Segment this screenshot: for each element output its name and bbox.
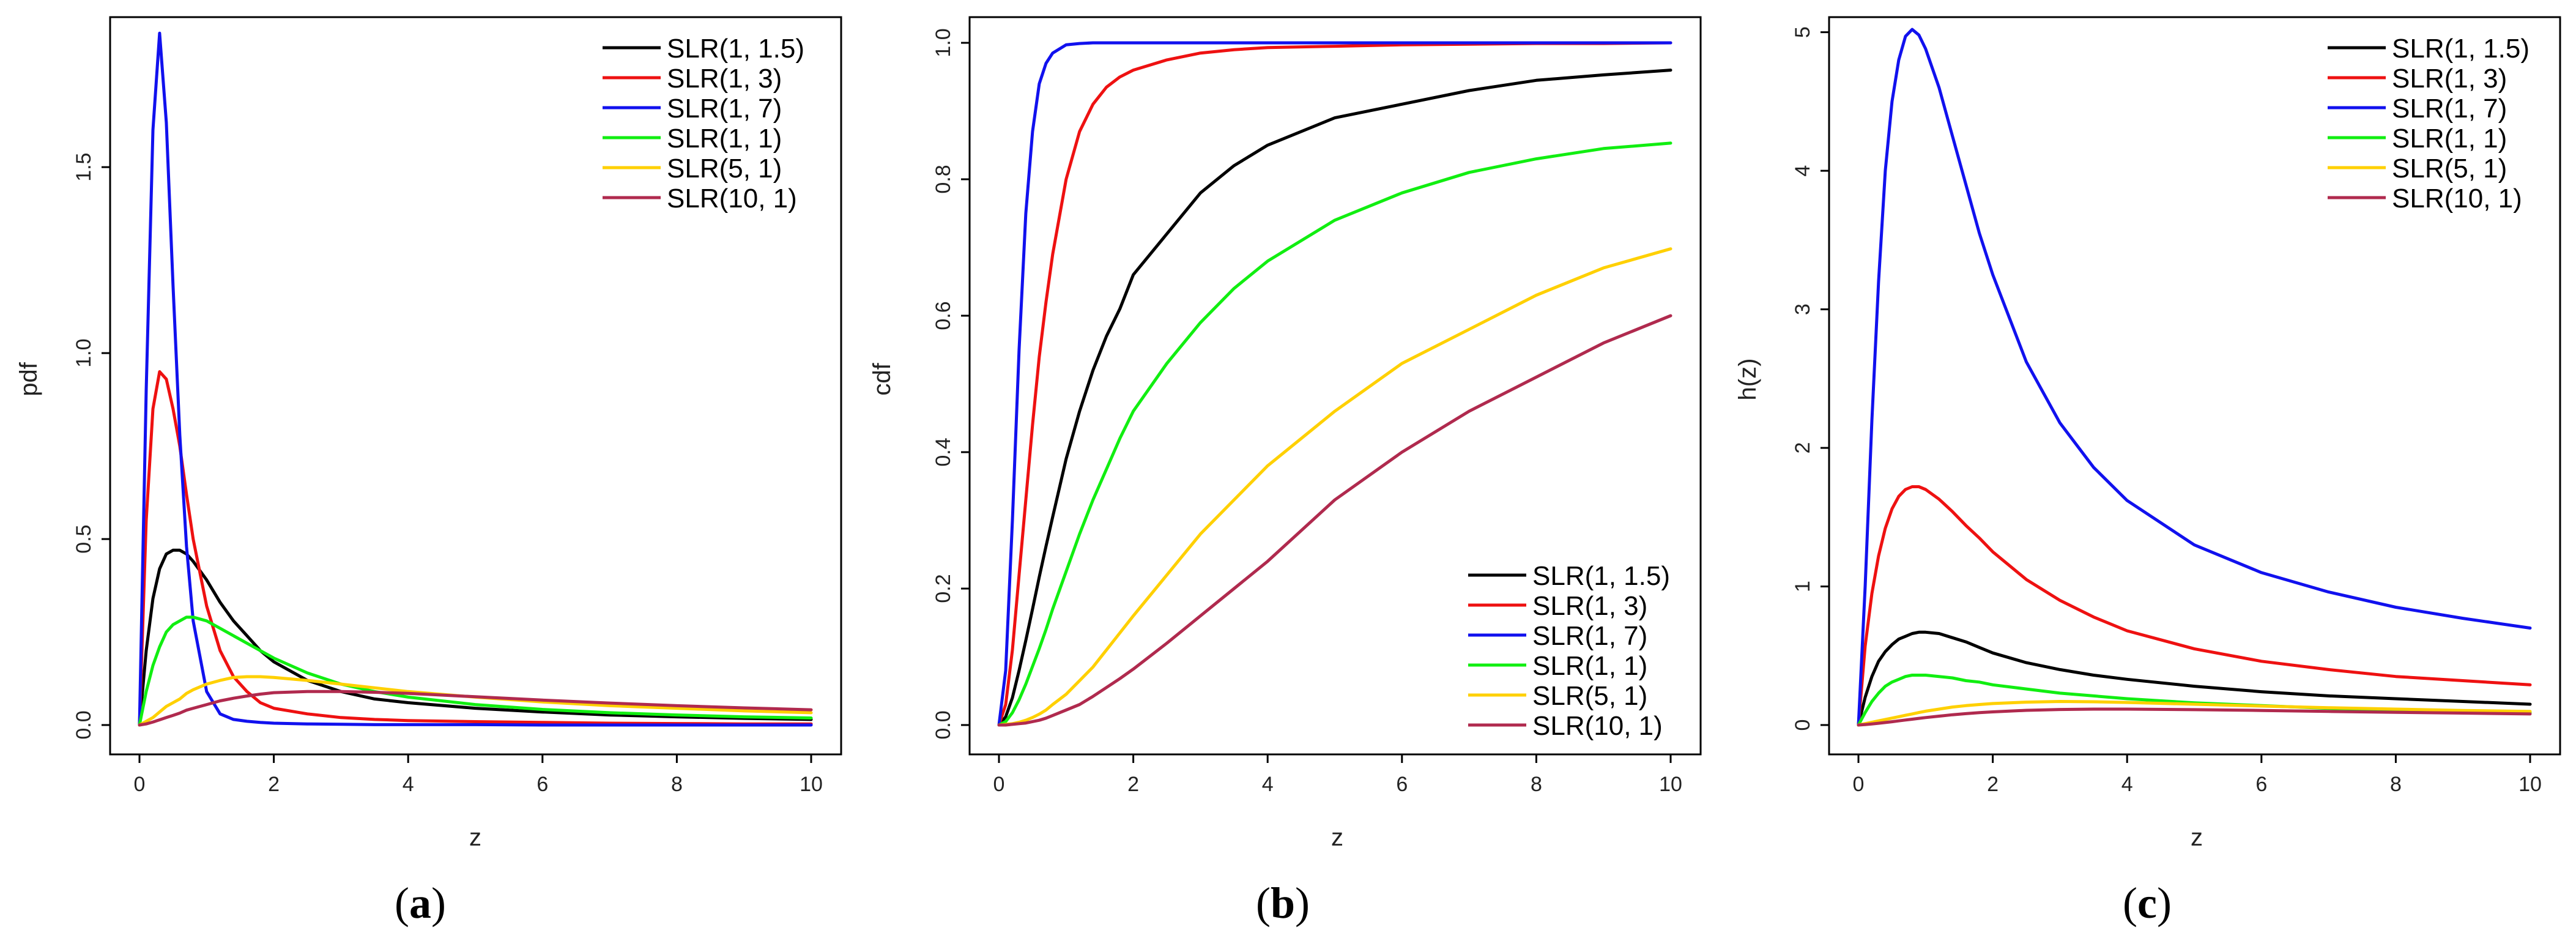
series-line-slr-1-3 bbox=[1857, 485, 2532, 727]
legend: SLR(1, 1.5) SLR(1, 3) SLR(1, 7) SLR(1, 1… bbox=[1468, 561, 1670, 741]
x-axis-title: z bbox=[1331, 824, 1343, 851]
y-tick-label: 0.0 bbox=[932, 710, 955, 739]
panel-c: 0 1 2 3 4 5 0 2 4 6 8 10 h(z) z SLR(1, 1.5) SLR(1,… bbox=[1734, 16, 2561, 928]
legend-label-4: SLR(5, 1) bbox=[667, 154, 782, 184]
x-tick-label: 10 bbox=[800, 773, 823, 796]
legend-label-0: SLR(1, 1.5) bbox=[2392, 34, 2530, 64]
legend-label-5: SLR(10, 1) bbox=[1532, 711, 1663, 741]
x-tick-label: 6 bbox=[2255, 773, 2267, 796]
y-tick-label: 0.5 bbox=[72, 524, 95, 553]
legend-label-1: SLR(1, 3) bbox=[667, 64, 782, 94]
series-line-slr-1-1-5 bbox=[1857, 630, 2532, 727]
legend-label-1: SLR(1, 3) bbox=[2392, 64, 2507, 94]
legend-label-1: SLR(1, 3) bbox=[1532, 591, 1647, 621]
series-line-slr-1-1-5 bbox=[138, 548, 813, 727]
y-axis-title: cdf bbox=[869, 362, 896, 395]
panel-caption: (a) bbox=[395, 879, 446, 928]
series-line-slr-1-1-5 bbox=[997, 69, 1672, 727]
y-axis: 0.0 0.5 1.0 1.5 bbox=[72, 153, 110, 740]
series-line-slr-10-1 bbox=[997, 314, 1672, 727]
y-tick-label: 0.0 bbox=[72, 710, 95, 739]
panel-b: 0.0 0.2 0.4 0.6 0.8 1.0 0 2 4 6 8 10 cdf z SLR(1, … bbox=[869, 16, 1702, 928]
y-axis-title: pdf bbox=[15, 362, 42, 396]
series-line-slr-1-3 bbox=[997, 41, 1672, 727]
legend-label-3: SLR(1, 1) bbox=[2392, 124, 2507, 154]
y-tick-label: 0.6 bbox=[932, 301, 955, 330]
x-axis-title: z bbox=[2191, 824, 2203, 851]
legend: SLR(1, 1.5) SLR(1, 3) SLR(1, 7) SLR(1, 1… bbox=[2328, 34, 2530, 214]
legend-label-5: SLR(10, 1) bbox=[2392, 184, 2522, 214]
panel-caption: (c) bbox=[2123, 879, 2172, 928]
legend-label-3: SLR(1, 1) bbox=[667, 124, 782, 154]
x-tick-label: 0 bbox=[1853, 773, 1865, 796]
series-line-slr-1-7 bbox=[997, 41, 1672, 727]
y-tick-label: 5 bbox=[1791, 26, 1814, 38]
y-tick-label: 1 bbox=[1791, 581, 1814, 592]
legend-label-4: SLR(5, 1) bbox=[1532, 681, 1647, 711]
x-tick-label: 2 bbox=[1127, 773, 1139, 796]
y-tick-label: 0 bbox=[1791, 720, 1814, 731]
series-line-slr-1-7 bbox=[1857, 28, 2532, 727]
legend-label-5: SLR(10, 1) bbox=[667, 184, 797, 214]
y-tick-label: 0.8 bbox=[932, 165, 955, 193]
x-tick-label: 8 bbox=[1531, 773, 1542, 796]
x-tick-label: 4 bbox=[2121, 773, 2133, 796]
plot-frame bbox=[1828, 16, 2561, 756]
y-tick-label: 1.5 bbox=[72, 153, 95, 182]
legend-label-2: SLR(1, 7) bbox=[1532, 621, 1647, 651]
series-lines bbox=[138, 31, 813, 727]
series-line-slr-1-7 bbox=[138, 31, 813, 727]
panel-caption: (b) bbox=[1256, 879, 1310, 928]
x-tick-label: 2 bbox=[1987, 773, 1999, 796]
panel-a: 0.0 0.5 1.0 1.5 0 2 4 6 8 10 pdf z SLR(1, 1.5) S… bbox=[15, 16, 842, 928]
x-axis: 0 2 4 6 8 10 bbox=[1853, 754, 2542, 796]
x-tick-label: 8 bbox=[2390, 773, 2402, 796]
series-lines bbox=[997, 41, 1672, 727]
series-line-slr-10-1 bbox=[1857, 707, 2532, 727]
legend-label-2: SLR(1, 7) bbox=[667, 94, 782, 124]
x-tick-label: 6 bbox=[1396, 773, 1408, 796]
y-tick-label: 1.0 bbox=[932, 28, 955, 57]
series-line-slr-1-3 bbox=[138, 370, 813, 727]
x-tick-label: 8 bbox=[671, 773, 683, 796]
x-axis-title: z bbox=[469, 824, 481, 851]
series-lines bbox=[1857, 28, 2532, 727]
x-tick-label: 6 bbox=[536, 773, 548, 796]
series-line-slr-5-1 bbox=[138, 675, 813, 727]
x-tick-label: 2 bbox=[268, 773, 280, 796]
x-axis: 0 2 4 6 8 10 bbox=[134, 754, 823, 796]
y-tick-label: 0.4 bbox=[932, 437, 955, 466]
legend-label-3: SLR(1, 1) bbox=[1532, 651, 1647, 681]
y-tick-label: 3 bbox=[1791, 303, 1814, 315]
legend-label-0: SLR(1, 1.5) bbox=[667, 34, 804, 64]
y-tick-label: 1.0 bbox=[72, 338, 95, 367]
legend-label-2: SLR(1, 7) bbox=[2392, 94, 2507, 124]
legend-label-0: SLR(1, 1.5) bbox=[1532, 561, 1670, 591]
legend-label-4: SLR(5, 1) bbox=[2392, 154, 2507, 184]
legend: SLR(1, 1.5) SLR(1, 3) SLR(1, 7) SLR(1, 1… bbox=[603, 34, 804, 214]
y-tick-label: 0.2 bbox=[932, 574, 955, 603]
x-tick-label: 0 bbox=[993, 773, 1005, 796]
y-tick-label: 2 bbox=[1791, 442, 1814, 454]
x-tick-label: 0 bbox=[134, 773, 146, 796]
x-tick-label: 4 bbox=[403, 773, 414, 796]
series-line-slr-5-1 bbox=[997, 247, 1672, 727]
y-tick-label: 4 bbox=[1791, 165, 1814, 177]
plot-frame bbox=[109, 16, 842, 756]
y-axis-title: h(z) bbox=[1734, 359, 1761, 401]
x-axis: 0 2 4 6 8 10 bbox=[993, 754, 1682, 796]
y-axis: 0 1 2 3 4 5 bbox=[1791, 26, 1829, 731]
y-axis: 0.0 0.2 0.4 0.6 0.8 1.0 bbox=[932, 28, 970, 740]
series-line-slr-5-1 bbox=[1857, 700, 2532, 727]
plot-frame bbox=[968, 16, 1702, 756]
x-tick-label: 10 bbox=[1659, 773, 1682, 796]
series-line-slr-1-1 bbox=[138, 616, 813, 727]
x-tick-label: 4 bbox=[1262, 773, 1274, 796]
series-line-slr-1-1 bbox=[997, 141, 1672, 727]
series-line-slr-10-1 bbox=[138, 690, 813, 727]
x-tick-label: 10 bbox=[2518, 773, 2542, 796]
